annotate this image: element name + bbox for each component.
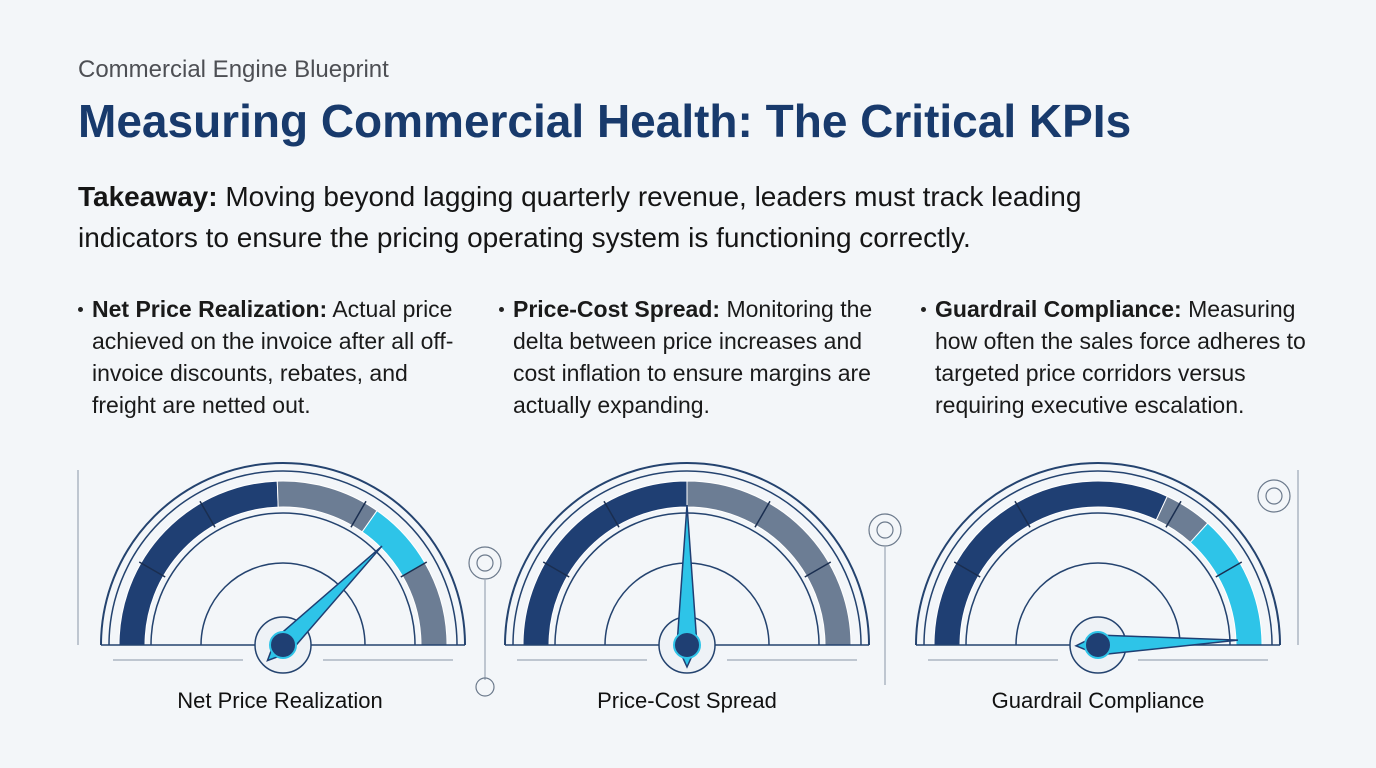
schematic-ring xyxy=(1257,479,1291,513)
kpi-description: Measuring how often the sales force adhe… xyxy=(935,296,1306,418)
eyebrow: Commercial Engine Blueprint xyxy=(78,56,389,83)
gauge-hub xyxy=(673,631,701,659)
gauge-segment xyxy=(1189,522,1263,646)
gauge-inner-ring xyxy=(150,512,416,646)
gauge-outer-ring xyxy=(108,470,458,646)
takeaway-text: Moving beyond lagging quarterly revenue,… xyxy=(78,181,1082,253)
kpi-label: Net Price Realization: xyxy=(92,296,328,322)
gauge-tick xyxy=(199,500,216,528)
gauge-tick xyxy=(1014,500,1031,528)
title: Measuring Commercial Health: The Critica… xyxy=(78,95,1132,147)
kpi-bullet: Price-Cost Spread: Monitoring the delta … xyxy=(499,293,898,421)
gauge-tick xyxy=(754,500,771,528)
kpi-description: Monitoring the delta between price incre… xyxy=(513,296,873,418)
gauge-tick xyxy=(953,561,981,578)
gauge-segment xyxy=(686,480,852,646)
gauge-tick xyxy=(350,500,367,528)
gauge-outer-ring xyxy=(915,462,1281,646)
gauge-label: Price-Cost Spread xyxy=(597,688,777,713)
gauge-label: Net Price Realization xyxy=(177,688,383,713)
gauge-tick xyxy=(400,561,428,578)
gauge-tick xyxy=(804,561,832,578)
gauge-tick xyxy=(542,561,570,578)
gauge-tick xyxy=(1215,561,1243,578)
gauge-needle xyxy=(266,545,383,662)
gauge-needle xyxy=(1074,634,1238,656)
schematic-ring xyxy=(468,546,502,580)
gauge-tick xyxy=(138,561,166,578)
kpi-bullet: Net Price Realization: Actual price achi… xyxy=(78,293,477,421)
kpi-label: Guardrail Compliance: xyxy=(935,296,1182,322)
kpi-description: Actual price achieved on the invoice aft… xyxy=(92,296,454,418)
gauge-tick xyxy=(1165,500,1182,528)
gauge-hub xyxy=(1084,631,1112,659)
schematic-ring xyxy=(868,513,902,547)
gauge-outer-ring xyxy=(512,470,862,646)
gauge-outer-ring xyxy=(504,462,870,646)
gauge-hub xyxy=(269,631,297,659)
schematic-ring xyxy=(476,554,494,572)
schematic-ring xyxy=(876,521,894,539)
gauge-needle xyxy=(676,504,698,669)
gauge-outer-ring xyxy=(100,462,466,646)
gauge-segment xyxy=(276,480,378,533)
gauge-outer-ring xyxy=(923,470,1273,646)
schematic-ring xyxy=(475,677,495,697)
kpi-bullet: Guardrail Compliance: Measuring how ofte… xyxy=(921,293,1320,421)
takeaway: Takeaway: Moving beyond lagging quarterl… xyxy=(78,176,1188,258)
gauge-label: Guardrail Compliance xyxy=(991,688,1205,713)
takeaway-label: Takeaway: xyxy=(78,181,218,212)
gauge-inner-ring xyxy=(965,512,1231,646)
gauge-segment xyxy=(522,480,688,646)
gauge-tick xyxy=(603,500,620,528)
schematic-ring xyxy=(1265,487,1283,505)
kpi-label: Price-Cost Spread: xyxy=(513,296,721,322)
gauge-segment xyxy=(118,480,279,646)
gauge-inner-ring xyxy=(200,562,366,646)
gauge-inner-ring xyxy=(1015,562,1181,646)
